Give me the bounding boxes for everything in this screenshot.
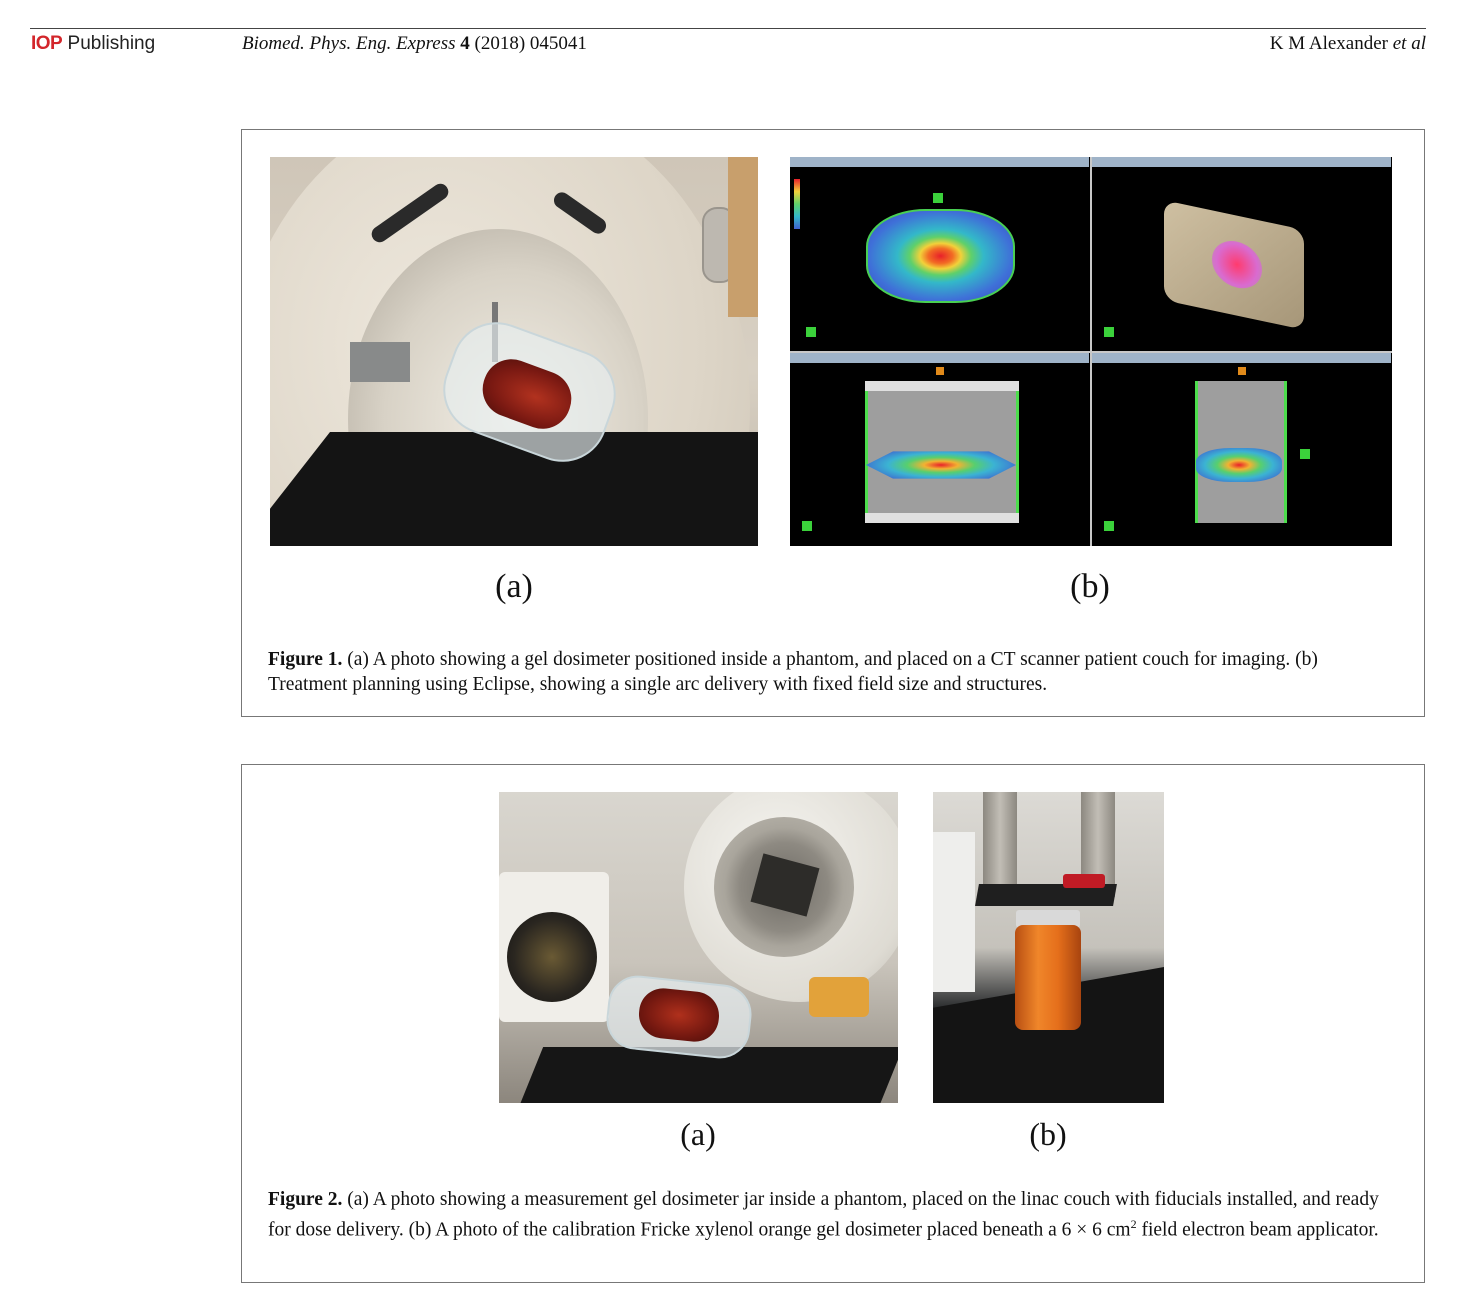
et-al: et al: [1392, 33, 1426, 54]
figure-1-caption: Figure 1. (a) A photo showing a gel dosi…: [268, 647, 1388, 697]
linac-head: [684, 792, 898, 1002]
journal-volume: 4: [460, 33, 470, 54]
figure-2-caption-text: (a) A photo showing a measurement gel do…: [268, 1189, 1379, 1241]
orientation-figure: [1104, 327, 1114, 337]
imaging-panel: [499, 872, 609, 1022]
iop-publishing-logo: IOP Publishing: [31, 33, 155, 55]
running-authors: K M Alexander et al: [1270, 33, 1426, 55]
axial-dose-distribution: [866, 209, 1015, 303]
wall-panel: [350, 342, 410, 382]
dose-colorbar: [794, 179, 800, 229]
phantom-3d-model: [1164, 200, 1304, 330]
model-view: [1092, 157, 1391, 349]
isocenter-marker: [1300, 449, 1310, 459]
frontal-dose-distribution: [866, 451, 1016, 479]
frontal-view: [790, 353, 1089, 545]
figure-1-number: Figure 1.: [268, 649, 343, 670]
sagittal-view: [1092, 353, 1391, 545]
applicator-post: [983, 792, 1017, 897]
orientation-marker: [936, 367, 944, 375]
journal-name: Biomed. Phys. Eng. Express: [242, 33, 456, 54]
orange-towel: [809, 977, 869, 1017]
header-rule: [30, 28, 1426, 29]
background-cabinet: [933, 832, 975, 992]
author-names: K M Alexander: [1269, 33, 1388, 54]
orientation-figure: [1104, 521, 1114, 531]
applicator-red-block: [1063, 874, 1105, 888]
figure-1-caption-text: (a) A photo showing a gel dosimeter posi…: [268, 649, 1318, 695]
figure-2a-linac-photo: [499, 792, 898, 1103]
orientation-marker: [1238, 367, 1246, 375]
iop-mark: IOP: [31, 33, 63, 54]
orientation-figure: [806, 327, 816, 337]
orientation-figure: [802, 521, 812, 531]
wood-cabinet: [728, 157, 758, 317]
view-titlebar: [1092, 157, 1391, 167]
figure-2a-label: (a): [680, 1116, 716, 1152]
jar-lid: [1016, 910, 1080, 928]
figure-2-caption-text-end: field electron beam applicator.: [1136, 1219, 1379, 1241]
figure-2b-fricke-jar-photo: [933, 792, 1164, 1103]
figure-1a-ct-scanner-photo: [270, 157, 758, 546]
figure-2b-label: (b): [1029, 1116, 1067, 1152]
figure-1a-label: (a): [495, 568, 533, 605]
isocenter-marker: [933, 193, 943, 203]
publishing-word: Publishing: [67, 33, 156, 54]
figure-1b-treatment-planning: [790, 157, 1392, 546]
view-titlebar: [790, 157, 1089, 167]
view-titlebar: [1092, 353, 1391, 363]
superscript-2: 2: [1130, 1217, 1137, 1231]
transversal-view: [790, 157, 1089, 349]
figure-1b-label: (b): [1070, 568, 1110, 605]
view-titlebar: [790, 353, 1089, 363]
target-volume: [1212, 236, 1262, 293]
journal-citation: Biomed. Phys. Eng. Express 4 (2018) 0450…: [242, 33, 587, 55]
figure-2-caption: Figure 2. (a) A photo showing a measurem…: [268, 1187, 1388, 1243]
journal-year-article: (2018) 045041: [474, 33, 587, 54]
patient-couch: [270, 432, 758, 546]
figure-2-frame: [241, 764, 1425, 1283]
imager-plate: [507, 912, 597, 1002]
figure-2-number: Figure 2.: [268, 1189, 343, 1210]
fricke-gel-jar: [1015, 925, 1081, 1030]
figure-1-frame: [241, 129, 1425, 717]
view-divider: [790, 351, 1392, 353]
sagittal-dose-distribution: [1196, 448, 1282, 482]
